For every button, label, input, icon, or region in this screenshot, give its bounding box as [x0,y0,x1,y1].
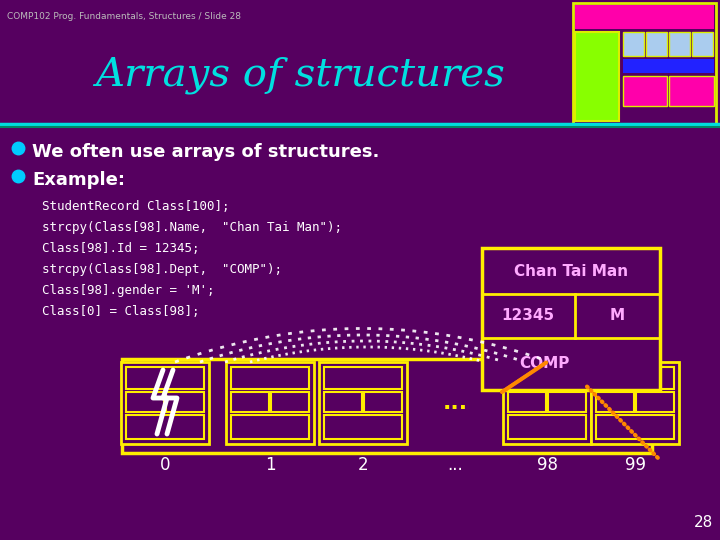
Bar [364,392,402,412]
Bar [226,362,314,444]
Text: ...: ... [442,393,467,413]
Text: 99: 99 [624,456,646,474]
Bar [508,392,546,412]
Text: 2: 2 [358,456,369,474]
Bar [503,362,591,444]
Text: Arrays of structures: Arrays of structures [95,56,505,94]
Bar [231,392,269,412]
Bar [482,248,660,390]
Bar [573,3,716,124]
Text: Class[98].Id = 12345;: Class[98].Id = 12345; [42,242,199,255]
Bar [596,415,674,439]
Text: Class[0] = Class[98];: Class[0] = Class[98]; [42,305,199,318]
Bar [324,415,402,439]
Bar [575,32,619,121]
Text: ...: ... [447,456,463,474]
Bar [126,367,204,389]
Bar [623,32,644,56]
Bar [271,392,309,412]
Bar [669,32,690,56]
Text: StudentRecord Class[100];: StudentRecord Class[100]; [42,200,230,213]
Text: We often use arrays of structures.: We often use arrays of structures. [32,143,379,161]
Text: 98: 98 [536,456,557,474]
Bar [231,367,309,389]
Text: Class[98].gender = 'M';: Class[98].gender = 'M'; [42,284,215,297]
Bar [231,415,309,439]
Bar [126,415,204,439]
Bar [548,392,586,412]
Text: 1: 1 [265,456,275,474]
Bar [646,32,667,56]
Bar [575,5,714,29]
Bar [591,362,679,444]
Text: COMP102 Prog. Fundamentals, Structures / Slide 28: COMP102 Prog. Fundamentals, Structures /… [7,12,241,21]
Bar [122,359,652,453]
Bar [636,392,674,412]
Bar [319,362,407,444]
Text: Chan Tai Man: Chan Tai Man [514,264,628,279]
Bar [324,392,362,412]
Bar [623,76,667,106]
Bar [623,59,714,73]
Text: strcpy(Class[98].Name,  "Chan Tai Man");: strcpy(Class[98].Name, "Chan Tai Man"); [42,221,342,234]
Bar [126,392,164,412]
Bar [669,76,714,106]
Text: 12345: 12345 [502,308,555,323]
Bar [121,362,209,444]
Text: Example:: Example: [32,171,125,189]
Text: 0: 0 [160,456,170,474]
Text: strcpy(Class[98].Dept,  "COMP");: strcpy(Class[98].Dept, "COMP"); [42,263,282,276]
Bar [324,367,402,389]
Bar [596,367,674,389]
Bar [692,32,713,56]
Text: COMP: COMP [519,356,570,372]
Bar [508,367,586,389]
Bar [508,415,586,439]
Bar [166,392,204,412]
Text: 28: 28 [694,515,713,530]
Bar [596,392,634,412]
Text: M: M [610,308,625,323]
